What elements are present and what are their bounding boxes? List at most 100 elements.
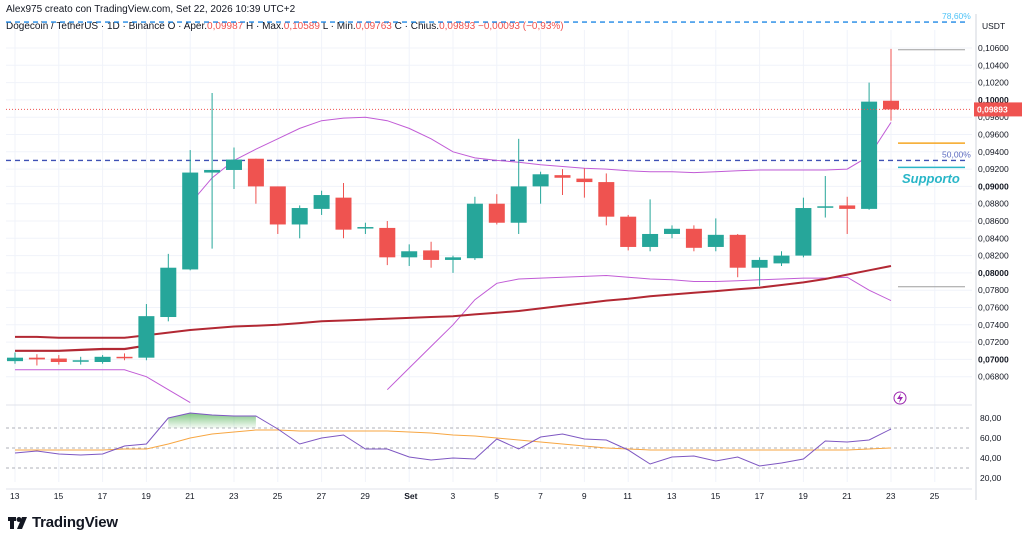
candle-body[interactable] (466, 203, 483, 259)
current-price-text: 0,09893 (977, 104, 1008, 114)
candle-body[interactable] (620, 216, 637, 247)
time-axis-tick: 25 (273, 491, 283, 501)
candle-body[interactable] (861, 101, 878, 209)
author-line: Alex975 creato con TradingView.com, Set … (6, 4, 296, 15)
candle-body[interactable] (664, 228, 680, 234)
tradingview-logo-icon (8, 516, 27, 529)
time-axis-tick: 17 (755, 491, 765, 501)
time-axis-tick: 15 (711, 491, 721, 501)
candle-body[interactable] (707, 234, 724, 247)
price-axis-tick: 0,08200 (978, 251, 1009, 261)
symbol-ohlc-line: Dogecoin / TetherUS · 1D · Binance O · A… (6, 21, 564, 32)
candle-body[interactable] (335, 197, 352, 230)
high-label: H · Max. (245, 21, 284, 32)
candle-body[interactable] (510, 186, 527, 223)
time-axis-tick: 7 (538, 491, 543, 501)
candle-body[interactable] (795, 208, 812, 256)
time-axis-tick: Set (404, 491, 417, 501)
time-axis-tick: 13 (10, 491, 20, 501)
support-label: Supporto (902, 171, 960, 186)
price-axis-tick: 0,09400 (978, 147, 1009, 157)
close-value: 0,09893 (439, 21, 476, 32)
alert-icon[interactable] (893, 391, 907, 405)
brand-footer: TradingView (8, 514, 118, 531)
price-axis-unit: USDT (982, 21, 1005, 31)
price-axis-tick: 0,08800 (978, 199, 1009, 209)
time-axis-tick: 29 (360, 491, 370, 501)
time-axis-tick: 15 (54, 491, 64, 501)
candle-body[interactable] (751, 259, 768, 268)
time-axis-tick: 9 (582, 491, 587, 501)
fib-level-label: 50,00% (942, 149, 971, 159)
time-axis-tick: 19 (141, 491, 151, 501)
time-axis-tick: 25 (930, 491, 940, 501)
open-value: 0,09987 (207, 21, 244, 32)
price-axis-tick: 0,10000 (978, 95, 1009, 105)
price-axis-tick: 0,10200 (978, 78, 1009, 88)
price-axis-tick: 0,06800 (978, 372, 1009, 382)
candle-body[interactable] (423, 250, 440, 260)
candle-body[interactable] (883, 100, 899, 110)
candle-body[interactable] (291, 208, 308, 225)
time-axis-tick: 27 (317, 491, 327, 501)
candle-body[interactable] (817, 206, 834, 208)
candle-body[interactable] (94, 356, 111, 362)
candle-body[interactable] (445, 257, 461, 260)
candle-body[interactable] (488, 203, 505, 223)
candle-body[interactable] (226, 159, 242, 170)
candle-body[interactable] (729, 234, 746, 268)
candle-body[interactable] (685, 228, 702, 248)
candle-body[interactable] (357, 227, 374, 229)
rsi-ma-line (15, 429, 892, 451)
candle-body[interactable] (269, 186, 286, 225)
time-axis-tick: 11 (623, 491, 632, 501)
candle-body[interactable] (401, 251, 418, 258)
candle-body[interactable] (7, 357, 23, 362)
rsi-axis-tick: 60,00 (980, 433, 1002, 443)
candle-body[interactable] (116, 356, 133, 359)
symbol-name[interactable]: Dogecoin / TetherUS · 1D · Binance (6, 21, 165, 32)
price-axis-tick: 0,07400 (978, 320, 1009, 330)
current-price-badge (974, 102, 1022, 117)
open-label: O · Aper. (167, 21, 208, 32)
price-axis-tick: 0,09200 (978, 164, 1009, 174)
price-axis-tick: 0,07600 (978, 303, 1009, 313)
rsi-axis-tick: 20,00 (980, 473, 1002, 483)
price-axis-tick: 0,10600 (978, 43, 1009, 53)
candle-body[interactable] (160, 267, 177, 318)
time-axis-tick: 23 (886, 491, 896, 501)
candle-body[interactable] (576, 178, 593, 183)
candle-body[interactable] (204, 169, 221, 173)
candle-body[interactable] (379, 227, 396, 258)
candle-body[interactable] (598, 182, 615, 217)
candle-body[interactable] (642, 233, 659, 247)
change-value: −0,00093 (−0,93%) (478, 21, 564, 32)
candle-body[interactable] (72, 360, 89, 362)
price-axis-tick: 0,08400 (978, 233, 1009, 243)
moving-average-line (15, 265, 892, 339)
rsi-line (14, 412, 892, 467)
brand-name: TradingView (32, 514, 118, 531)
candle-body[interactable] (554, 175, 571, 178)
candle-body[interactable] (773, 255, 790, 264)
candle-body[interactable] (532, 174, 549, 187)
fib-level-label: 78,60% (942, 11, 971, 21)
candle-body[interactable] (50, 358, 67, 362)
candle-body[interactable] (247, 158, 264, 187)
candle-body[interactable] (182, 172, 199, 270)
time-axis-tick: 3 (451, 491, 456, 501)
candle-body[interactable] (839, 205, 856, 209)
rsi-overbought-fill (168, 413, 256, 428)
close-label: C · Chius. (394, 21, 440, 32)
candle-body[interactable] (28, 357, 45, 360)
price-axis-tick: 0,09000 (978, 181, 1009, 191)
time-axis-tick: 21 (842, 491, 852, 501)
low-value: 0,09763 (355, 21, 392, 32)
candle-body[interactable] (138, 316, 155, 358)
time-axis-tick: 19 (798, 491, 808, 501)
rsi-axis-tick: 40,00 (980, 453, 1002, 463)
time-axis-tick: 5 (494, 491, 499, 501)
candle-body[interactable] (313, 195, 330, 209)
lightning-icon (897, 393, 903, 403)
